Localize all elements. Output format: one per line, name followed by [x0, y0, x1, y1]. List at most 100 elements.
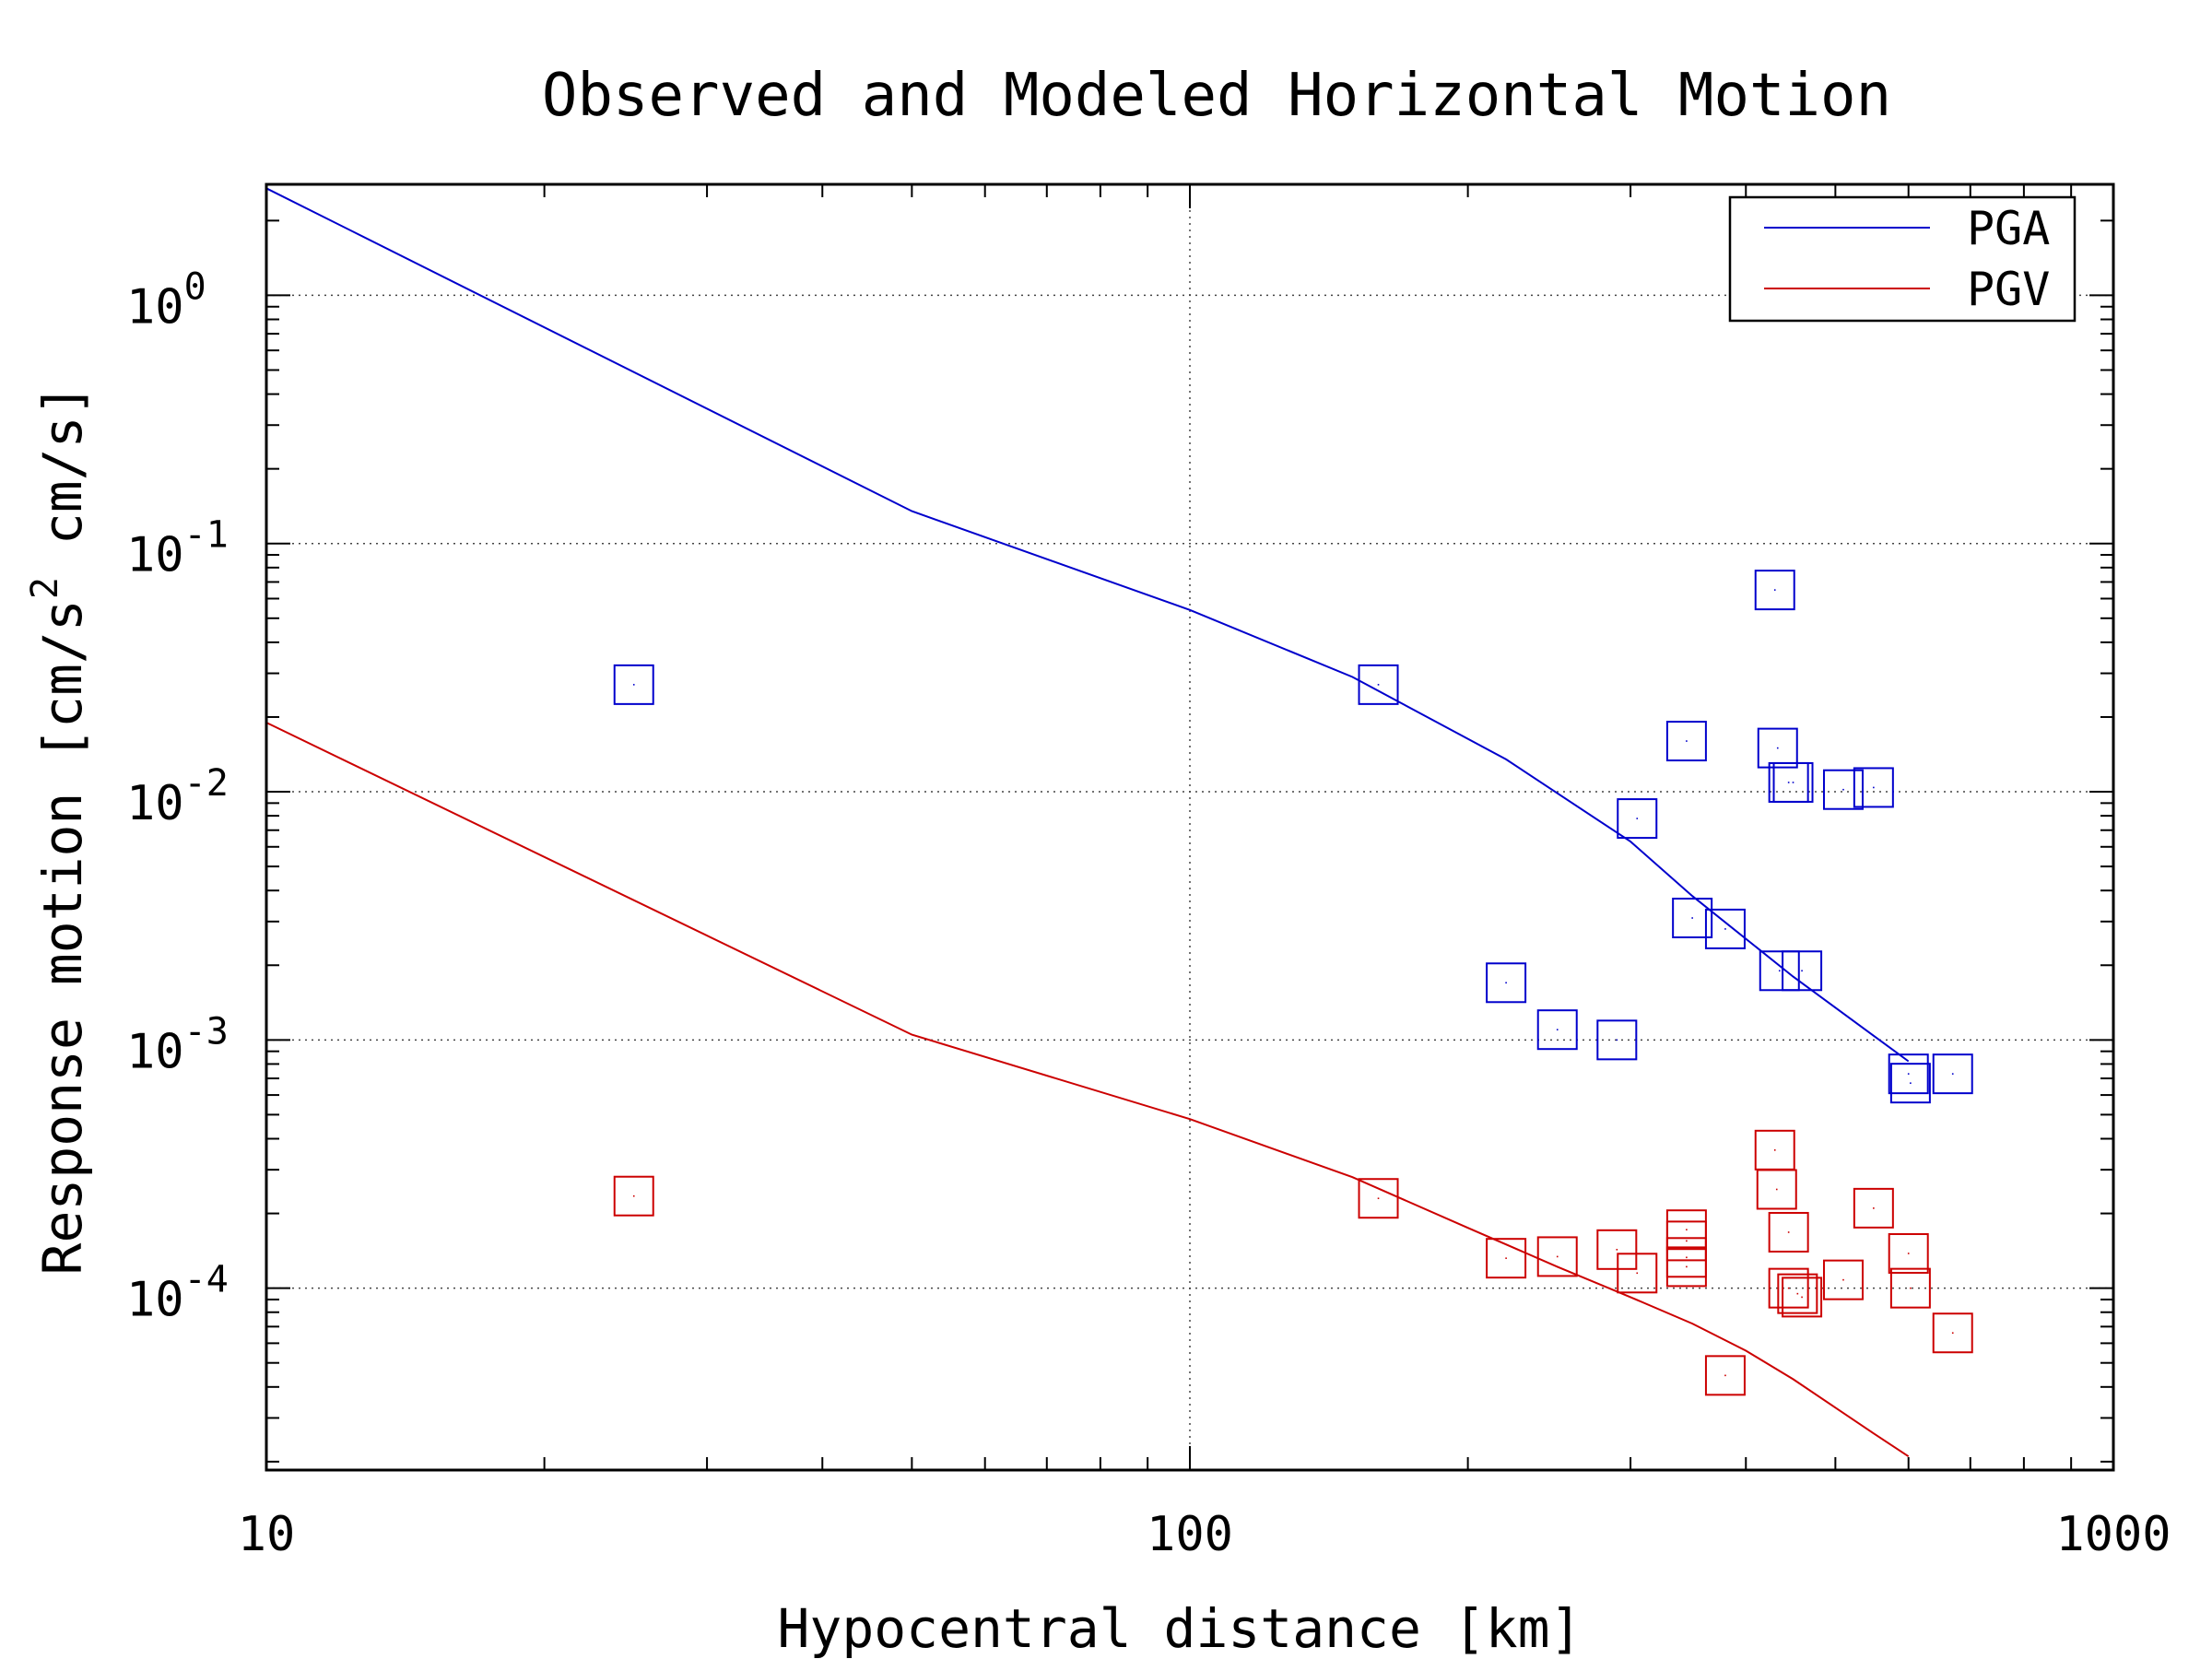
- pga-observed-point: [1888, 1053, 1929, 1095]
- pgv-observed-center: [1796, 1292, 1799, 1295]
- legend-box: [1728, 195, 2077, 323]
- pga-observed-center: [1801, 970, 1803, 972]
- pgv-observed-point: [1777, 1273, 1818, 1314]
- pgv-observed-point: [1782, 1277, 1823, 1318]
- series-layer: [265, 187, 1973, 1458]
- pgv-observed-point: [1768, 1267, 1809, 1309]
- y-tick-label-exponent: -1: [184, 514, 229, 557]
- pga-observed-point: [1358, 664, 1399, 705]
- pgv-observed-center: [1907, 1253, 1910, 1254]
- y-tick-label-base: 10: [126, 1273, 184, 1328]
- pga-observed-center: [1691, 917, 1693, 919]
- legend: PGA PGV: [1728, 195, 2077, 323]
- pga-observed-point: [1536, 1009, 1578, 1051]
- pga-observed-center: [1773, 589, 1776, 591]
- pgv-observed-center: [1505, 1257, 1507, 1259]
- pgv-observed-center: [1686, 1265, 1688, 1268]
- pga-observed-point: [1889, 1063, 1931, 1104]
- pga-observed-center: [1792, 782, 1794, 783]
- y-tick-label-base: 10: [126, 1024, 184, 1079]
- pgv-observed-point: [1536, 1236, 1578, 1277]
- pgv-observed-center: [1724, 1374, 1726, 1377]
- x-tick-label: 100: [1147, 1507, 1233, 1562]
- pga-observed-center: [1724, 928, 1726, 930]
- pga-observed-point: [1486, 962, 1527, 1004]
- pga-observed-center: [1951, 1073, 1954, 1075]
- pgv-observed-point: [1617, 1253, 1658, 1294]
- pgv-observed-center: [1556, 1255, 1559, 1258]
- pgv-observed-point: [613, 1175, 654, 1217]
- pga-observed-point: [1822, 769, 1864, 810]
- pga-observed-point: [1672, 898, 1713, 939]
- pgv-observed-center: [1773, 1149, 1776, 1151]
- grid: [266, 184, 2113, 1470]
- pga-observed-center: [632, 684, 635, 686]
- pgv-observed-center: [1787, 1231, 1790, 1233]
- pga-observed-point: [1853, 767, 1894, 808]
- pga-observed-center: [1776, 747, 1779, 749]
- pgv-observed-point: [1358, 1178, 1399, 1219]
- legend-label-pgv: PGV: [1967, 263, 2050, 316]
- chart-title: Observed and Modeled Horizontal Motion: [542, 62, 1891, 130]
- pgv-observed-center: [1873, 1207, 1875, 1209]
- y-axis-label-superscript: 2: [24, 577, 66, 599]
- pgv-observed-center: [1616, 1249, 1618, 1251]
- pgv-observed-point: [1888, 1232, 1929, 1274]
- pgv-observed-point: [1889, 1267, 1931, 1309]
- series-pgv: [265, 722, 1973, 1458]
- pgv-observed-center: [1377, 1197, 1380, 1200]
- pga-observed-center: [1636, 818, 1639, 819]
- pga-observed-point: [1759, 950, 1800, 992]
- pga-observed-center: [1787, 782, 1790, 783]
- pgv-observed-point: [1665, 1246, 1707, 1288]
- y-tick-label: 10-4: [126, 1259, 229, 1328]
- pgv-observed-point: [1486, 1238, 1527, 1279]
- pga-model-line: [265, 187, 1910, 1063]
- pga-observed-center: [1910, 1082, 1912, 1084]
- legend-label-pga: PGA: [1967, 202, 2050, 255]
- pga-observed-point: [1782, 950, 1823, 992]
- pgv-observed-point: [1768, 1211, 1809, 1253]
- y-axis-label-tail: cm/s]: [31, 384, 94, 578]
- pga-observed-center: [1778, 970, 1781, 972]
- pga-observed-center: [1505, 982, 1507, 984]
- pgv-observed-point: [1756, 1169, 1797, 1210]
- pga-observed-point: [1704, 908, 1746, 949]
- y-axis-label-main: Response motion [cm/s: [31, 599, 94, 1275]
- pga-observed-center: [1907, 1073, 1910, 1075]
- pgv-observed-center: [1910, 1287, 1912, 1289]
- y-tick-label-exponent: -2: [184, 762, 229, 805]
- y-tick-label: 10-2: [126, 762, 229, 831]
- pga-observed-point: [1617, 798, 1658, 840]
- pga-observed-center: [1377, 684, 1380, 686]
- pgv-observed-center: [1787, 1287, 1790, 1289]
- pgv-observed-center: [1686, 1256, 1688, 1259]
- pgv-observed-center: [1775, 1188, 1778, 1191]
- pgv-observed-center: [1951, 1332, 1954, 1335]
- pga-observed-center: [1616, 1039, 1618, 1041]
- pga-observed-point: [1757, 727, 1798, 769]
- y-axis-label: Response motion [cm/s2 cm/s]: [24, 384, 94, 1276]
- pga-observed-point: [1754, 570, 1795, 611]
- x-tick-labels: 10 100 1000: [238, 1507, 2171, 1562]
- pga-observed-point: [613, 664, 654, 705]
- pga-observed-point: [1932, 1053, 1973, 1095]
- pgv-observed-point: [1932, 1312, 1973, 1354]
- x-tick-label: 10: [238, 1507, 296, 1562]
- pga-observed-point: [1665, 721, 1707, 762]
- pgv-observed-center: [1842, 1278, 1844, 1281]
- pga-observed-point: [1596, 1019, 1638, 1061]
- pgv-observed-point: [1704, 1355, 1746, 1396]
- y-tick-label: 100: [126, 265, 206, 335]
- x-tick-label: 1000: [2055, 1507, 2171, 1562]
- y-tick-label-base: 10: [126, 279, 184, 335]
- pgv-observed-center: [1686, 1229, 1688, 1231]
- pgv-observed-point: [1822, 1259, 1864, 1300]
- y-tick-label: 10-1: [126, 514, 229, 583]
- pga-observed-center: [1556, 1029, 1559, 1030]
- y-tick-label-exponent: 0: [184, 265, 206, 308]
- pgv-observed-center: [1801, 1296, 1803, 1299]
- y-tick-label: 10-3: [126, 1010, 229, 1079]
